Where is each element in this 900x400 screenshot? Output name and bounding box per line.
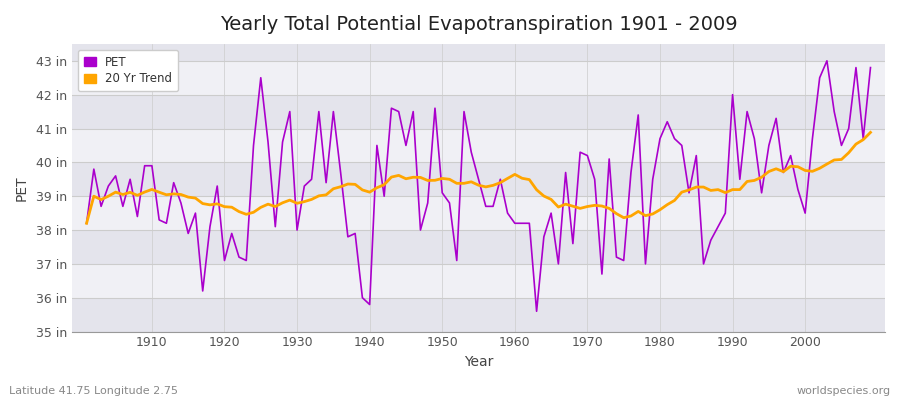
Title: Yearly Total Potential Evapotranspiration 1901 - 2009: Yearly Total Potential Evapotranspiratio…: [220, 15, 737, 34]
Legend: PET, 20 Yr Trend: PET, 20 Yr Trend: [78, 50, 178, 91]
Bar: [72, 264, 885, 298]
20 Yr Trend: [81, 221, 92, 226]
20 Yr Trend: [140, 190, 150, 194]
X-axis label: Year: Year: [464, 355, 493, 369]
20 Yr Trend: [509, 172, 520, 177]
20 Yr Trend: [865, 130, 876, 135]
Text: worldspecies.org: worldspecies.org: [796, 386, 891, 396]
20 Yr Trend: [502, 176, 513, 181]
PET: [531, 309, 542, 314]
Bar: [72, 196, 885, 230]
PET: [299, 184, 310, 188]
PET: [343, 234, 354, 239]
Line: 20 Yr Trend: 20 Yr Trend: [86, 132, 870, 223]
20 Yr Trend: [597, 204, 608, 208]
PET: [822, 58, 832, 63]
PET: [81, 221, 92, 226]
Line: PET: PET: [86, 61, 870, 311]
Y-axis label: PET: PET: [15, 175, 29, 200]
PET: [509, 221, 520, 226]
Bar: [72, 95, 885, 128]
PET: [865, 65, 876, 70]
Bar: [72, 44, 885, 61]
Bar: [72, 128, 885, 162]
Bar: [72, 298, 885, 332]
Bar: [72, 230, 885, 264]
20 Yr Trend: [299, 199, 310, 204]
Text: Latitude 41.75 Longitude 2.75: Latitude 41.75 Longitude 2.75: [9, 386, 178, 396]
Bar: [72, 61, 885, 95]
20 Yr Trend: [343, 182, 354, 186]
PET: [140, 163, 150, 168]
PET: [604, 156, 615, 161]
Bar: [72, 162, 885, 196]
PET: [502, 211, 513, 216]
